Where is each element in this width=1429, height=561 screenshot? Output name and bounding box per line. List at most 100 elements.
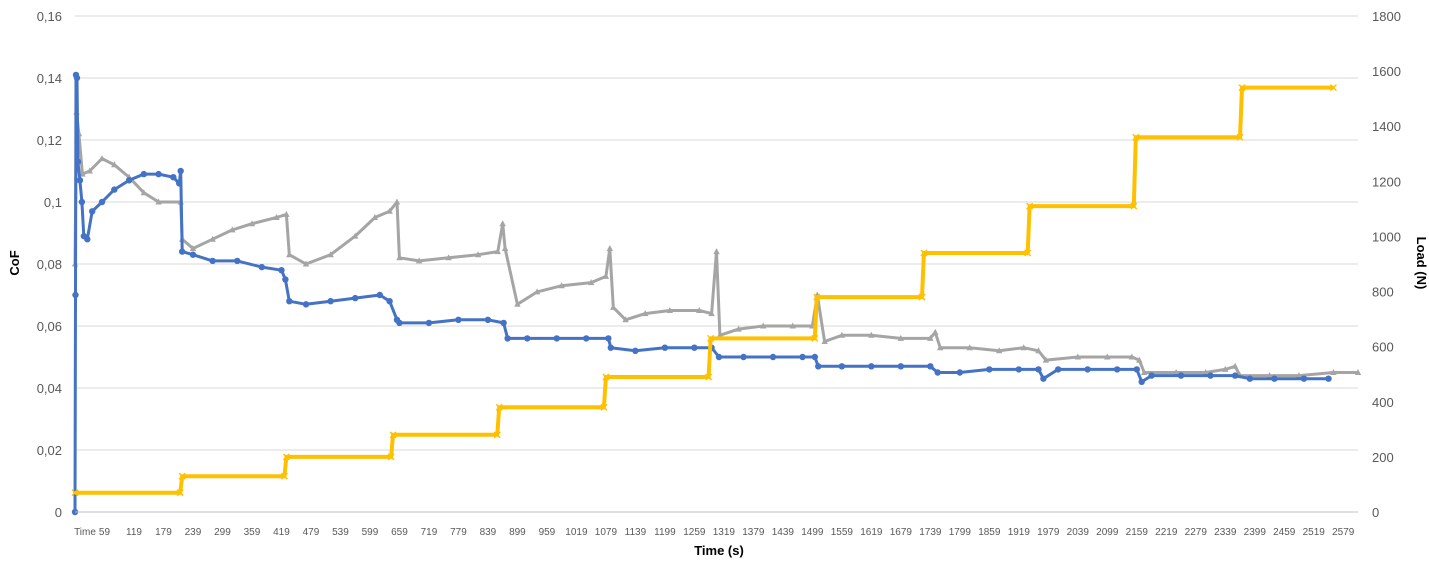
left-tick-label: 0,16 [37, 9, 62, 24]
data-point [1236, 133, 1244, 141]
data-point [934, 369, 941, 376]
data-point [740, 353, 747, 361]
data-point [1020, 344, 1027, 351]
series-line [73, 73, 1329, 513]
right-axis-title: Load (N) [1414, 237, 1429, 290]
data-point [1026, 202, 1034, 210]
data-point [811, 353, 819, 361]
data-point [1222, 365, 1229, 372]
data-point [176, 180, 183, 187]
data-point [514, 300, 521, 307]
x-tick-label: 359 [244, 527, 261, 538]
data-point [1329, 84, 1337, 92]
data-point [553, 335, 560, 342]
data-point [533, 288, 541, 295]
data-point [708, 310, 715, 317]
data-point [351, 232, 359, 239]
data-point [495, 403, 503, 411]
data-point [89, 208, 96, 215]
x-tick-label: 1199 [654, 527, 676, 538]
data-point [189, 251, 197, 258]
data-point [1148, 372, 1155, 379]
data-point [1140, 369, 1148, 375]
data-point [1325, 375, 1332, 382]
x-tick-label: 119 [126, 527, 142, 538]
data-point [995, 347, 1003, 354]
data-point [815, 363, 822, 370]
data-point [425, 319, 433, 327]
series-1 [71, 71, 1332, 516]
x-tick-label: 959 [539, 527, 556, 538]
data-point [1054, 366, 1062, 373]
x-tick-label: 719 [421, 527, 438, 538]
data-point [140, 170, 148, 178]
data-point [74, 158, 82, 165]
x-tick-label: 179 [155, 527, 172, 538]
data-point [927, 363, 934, 370]
data-point [1074, 353, 1082, 360]
data-point [248, 220, 256, 227]
data-point [72, 291, 79, 299]
data-point [71, 489, 79, 497]
right-tick-label: 400 [1372, 395, 1394, 410]
x-tick-label: 2159 [1126, 527, 1149, 538]
data-point [1354, 369, 1362, 375]
data-point [986, 366, 993, 373]
x-tick-label: 2579 [1332, 527, 1355, 538]
data-point [558, 282, 565, 289]
data-point [605, 335, 612, 342]
x-tick-label: 1259 [683, 527, 706, 538]
data-point [98, 198, 106, 206]
x-tick-label: 1319 [713, 527, 736, 538]
data-point [602, 373, 610, 381]
left-tick-label: 0,02 [37, 443, 62, 458]
data-point [1138, 378, 1145, 385]
data-point [897, 334, 905, 341]
data-point [813, 293, 821, 301]
left-tick-label: 0,04 [37, 381, 62, 396]
data-point [189, 245, 197, 251]
left-axis-ticks: 0 0,02 0,04 0,06 0,08 0,1 0,12 0,14 0,16 [37, 9, 62, 520]
data-point [209, 257, 216, 265]
x-tick-label: 2219 [1155, 527, 1178, 538]
data-point [936, 344, 944, 351]
data-point [178, 248, 186, 255]
data-point [1300, 375, 1308, 382]
x-tick-label: 1499 [801, 527, 824, 538]
right-tick-label: 0 [1372, 505, 1379, 520]
data-point [713, 248, 720, 255]
data-point [696, 307, 703, 313]
x-tick-label: 2039 [1067, 527, 1090, 538]
left-tick-label: 0,06 [37, 319, 62, 334]
data-point [474, 251, 482, 258]
data-point [932, 328, 939, 335]
x-tick-label: 479 [303, 527, 320, 538]
data-point [602, 272, 610, 279]
data-point [715, 353, 723, 361]
data-point [1231, 362, 1239, 369]
data-point [500, 319, 507, 327]
right-tick-label: 800 [1372, 285, 1394, 300]
data-point [691, 344, 698, 351]
data-point [155, 198, 162, 205]
data-point [1040, 375, 1047, 382]
right-tick-label: 1200 [1372, 174, 1401, 189]
data-point [396, 254, 403, 261]
data-point [415, 257, 423, 264]
data-point [286, 298, 293, 305]
data-point [283, 210, 290, 217]
left-tick-label: 0 [55, 505, 62, 520]
data-point [1132, 133, 1140, 141]
data-point [622, 316, 629, 323]
x-tick-label: 59 [99, 527, 111, 538]
data-point [1104, 353, 1111, 360]
data-point [302, 301, 310, 308]
x-tick-label: 1139 [625, 527, 647, 538]
x-tick-label: 2099 [1096, 527, 1119, 538]
data-point [966, 344, 973, 351]
right-tick-label: 1800 [1372, 9, 1401, 24]
x-tick-label: 839 [480, 527, 497, 538]
right-tick-label: 1000 [1372, 229, 1401, 244]
x-tick-label: 1979 [1037, 527, 1060, 538]
